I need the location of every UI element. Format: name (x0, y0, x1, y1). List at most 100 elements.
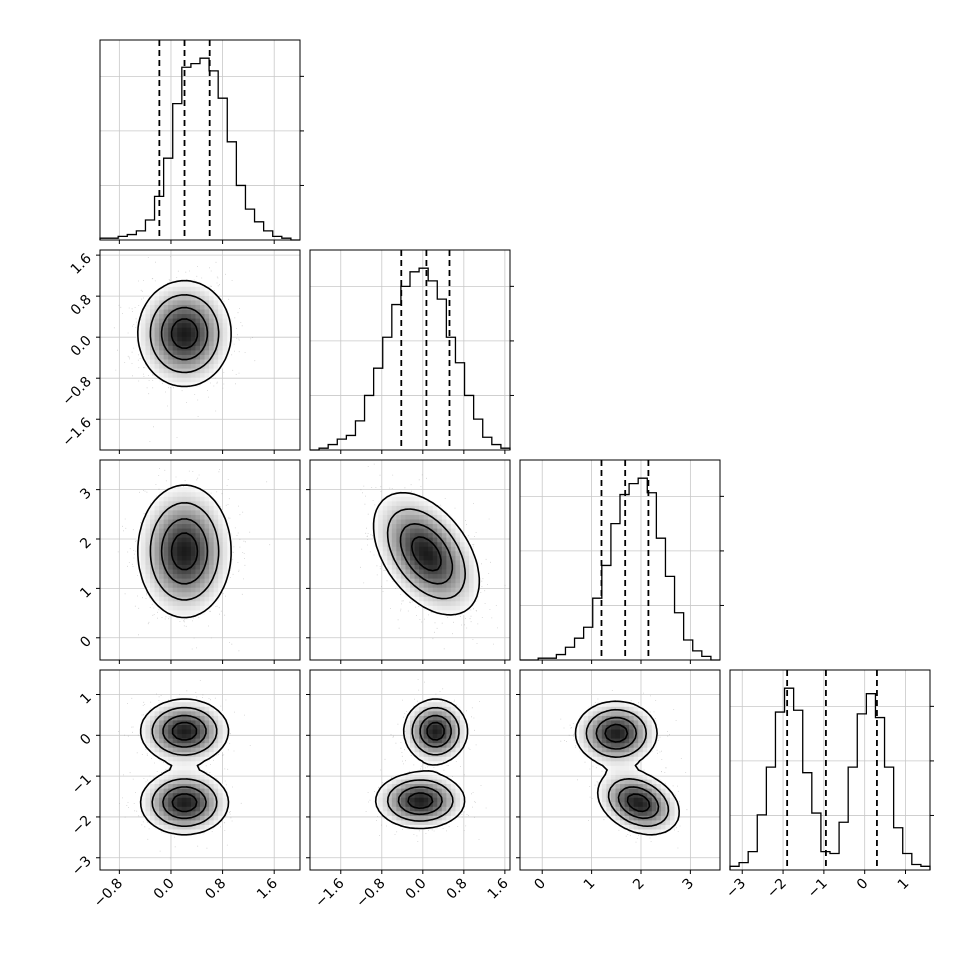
density-cell (610, 724, 616, 730)
density-cell (209, 747, 215, 753)
density-cell (651, 815, 657, 821)
density-cell (629, 738, 635, 744)
density-cell (610, 788, 616, 794)
density-cell (642, 747, 648, 753)
density-cell (186, 729, 192, 735)
density-cell (154, 313, 160, 319)
density-cell (172, 582, 178, 588)
density-cell (209, 340, 215, 346)
density-cell (181, 774, 187, 780)
density-cell (620, 742, 625, 748)
density-cell (190, 569, 196, 575)
density-cell (159, 500, 165, 506)
density-cell (405, 733, 411, 739)
density-cell (154, 368, 160, 374)
density-cell (387, 550, 393, 556)
density-cell (177, 829, 183, 835)
density-cell (423, 724, 429, 730)
density-cell (200, 824, 205, 830)
density-cell (150, 354, 155, 360)
density-cell (423, 541, 429, 547)
density-cell (642, 797, 648, 803)
density-cell (181, 381, 187, 387)
density-cell (186, 359, 192, 365)
density-cell (172, 286, 178, 292)
density-cell (181, 756, 187, 762)
density-cell (163, 710, 169, 716)
density-cell (601, 806, 607, 812)
density-cell (615, 701, 621, 707)
density-cell (441, 519, 447, 525)
density-cell (181, 596, 187, 602)
density-cell (437, 724, 443, 730)
density-cell (154, 322, 160, 328)
density-cell (200, 336, 205, 342)
density-cell (450, 738, 456, 744)
density-cell (218, 541, 224, 547)
density-cell (200, 783, 205, 789)
density-cell (423, 729, 429, 735)
density-cell (391, 569, 397, 575)
density-cell (428, 701, 434, 707)
density-cell (615, 774, 621, 780)
density-cell (195, 829, 201, 835)
density-cell (168, 815, 174, 821)
density-cell (159, 295, 165, 301)
density-cell (405, 774, 411, 780)
density-cell (177, 600, 183, 606)
density-cell (227, 327, 233, 333)
density-cell (378, 523, 384, 529)
density-cell (177, 569, 183, 575)
density-cell (163, 322, 169, 328)
density-cell (177, 537, 183, 543)
density-cell (647, 820, 653, 825)
density-cell (414, 505, 420, 511)
density-cell (218, 550, 224, 556)
density-cell (213, 720, 219, 725)
density-cell (450, 724, 456, 730)
density-cell (414, 573, 420, 579)
density-cell (218, 788, 224, 794)
density-cell (190, 377, 196, 383)
density-cell (660, 806, 666, 812)
density-cell (391, 779, 397, 785)
density-cell (382, 788, 388, 794)
density-cell (168, 738, 174, 744)
density-cell (190, 555, 196, 561)
density-cell (190, 363, 196, 369)
density-cell (583, 715, 589, 721)
density-cell (620, 797, 625, 803)
density-cell (437, 756, 443, 762)
density-cell (195, 701, 201, 707)
density-cell (200, 797, 205, 803)
density-cell (168, 578, 174, 584)
density-cell (163, 706, 169, 712)
density-cell (154, 295, 160, 301)
density-cell (227, 550, 233, 556)
density-cell (190, 600, 196, 606)
density-cell (163, 537, 169, 543)
density-cell (450, 605, 456, 611)
density-cell (455, 546, 461, 552)
density-cell (177, 797, 183, 803)
density-cell (218, 815, 224, 821)
density-cell (181, 318, 187, 324)
density-cell (159, 340, 165, 346)
density-cell (172, 322, 178, 328)
density-cell (168, 555, 174, 561)
density-cell (172, 505, 178, 511)
density-panel-0-3: −0.8 0.0 0.8 1.6−3−2−101 (69, 669, 301, 911)
density-cell (455, 605, 461, 611)
density-cell (159, 591, 165, 597)
density-cell (579, 742, 585, 748)
density-cell (405, 783, 411, 789)
density-cell (428, 797, 434, 803)
density-cell (172, 281, 178, 287)
density-cell (665, 815, 671, 821)
density-cell (437, 733, 443, 739)
density-cell (181, 779, 187, 785)
density-cell (154, 720, 160, 725)
density-cell (218, 528, 224, 534)
density-cell (163, 496, 169, 502)
density-cell (432, 514, 438, 520)
